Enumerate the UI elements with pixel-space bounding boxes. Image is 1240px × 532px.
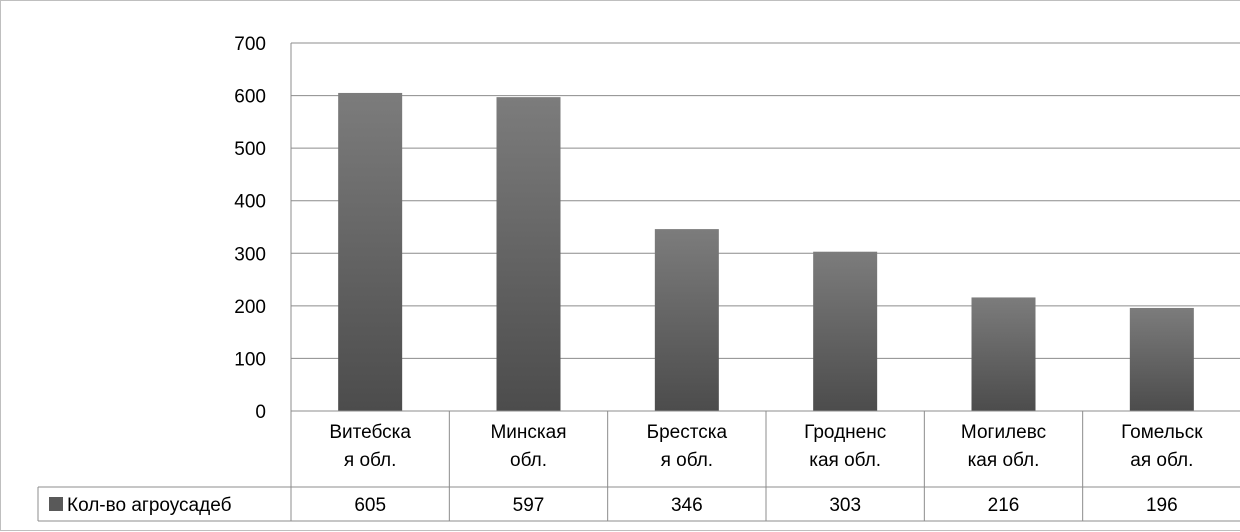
bar — [971, 297, 1036, 411]
table-value: 216 — [988, 495, 1020, 516]
bar — [1129, 307, 1194, 411]
legend-label: Кол-во агроусадеб — [67, 495, 232, 516]
y-tick-label: 400 — [234, 192, 266, 213]
y-tick-label: 600 — [234, 87, 266, 108]
y-tick-label: 500 — [234, 139, 266, 160]
bar — [654, 229, 719, 411]
table-value: 346 — [671, 495, 703, 516]
bars — [338, 92, 1194, 412]
category-label: Брестска я обл. — [647, 422, 728, 471]
y-tick-label: 700 — [234, 34, 266, 55]
bar — [338, 92, 403, 411]
data-table: Витебска я обл. 605 Минская обл. 597 Брестска я… — [37, 410, 1240, 522]
category-label: Витебска я обл. — [329, 422, 411, 471]
category-label: Минская обл. — [490, 422, 566, 471]
y-tick-label: 0 — [255, 402, 266, 423]
category-label: Гродненс кая обл. — [804, 422, 886, 471]
category-label: Могилевс кая обл. — [961, 422, 1046, 471]
table-value: 196 — [1146, 495, 1178, 516]
legend-key — [49, 497, 63, 511]
table-value: 303 — [829, 495, 861, 516]
y-tick-label: 300 — [234, 244, 266, 265]
table-value: 597 — [513, 495, 545, 516]
bar — [813, 251, 878, 411]
bar — [496, 97, 561, 412]
category-label: Гомельск ая обл. — [1121, 422, 1203, 471]
y-axis: 0 100 200 300 400 500 600 700 — [234, 34, 292, 423]
y-tick-label: 100 — [234, 349, 266, 370]
gridlines — [291, 42, 1240, 359]
table-value: 605 — [354, 495, 386, 516]
y-tick-label: 200 — [234, 297, 266, 318]
